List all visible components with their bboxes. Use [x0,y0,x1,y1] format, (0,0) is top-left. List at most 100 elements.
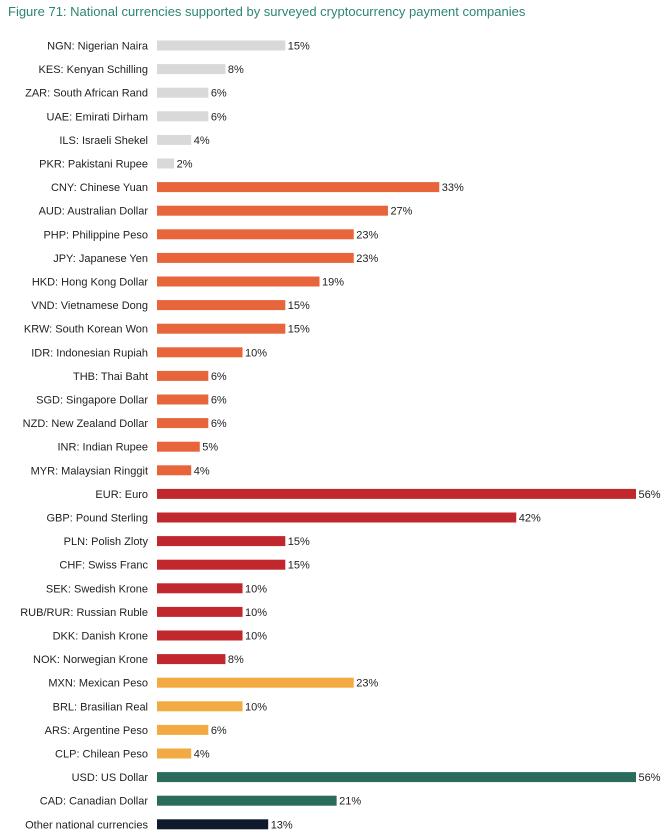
category-label: ZAR: South African Rand [25,88,148,100]
bar [157,134,192,145]
category-label: CHF: Swiss Franc [59,560,148,572]
value-label: 15% [288,536,310,548]
bar [157,701,243,712]
bar [157,559,286,570]
bar [157,252,354,263]
category-label: VND: Vietnamese Dong [31,300,148,312]
category-label: DKK: Danish Krone [53,631,148,643]
bar [157,87,209,98]
value-label: 6% [211,371,227,383]
bar [157,229,354,240]
value-label: 10% [245,347,267,359]
value-label: 6% [211,111,227,123]
value-label: 27% [390,206,412,218]
value-label: 4% [194,465,210,477]
bar [157,748,192,759]
value-label: 2% [177,159,193,171]
bar [157,323,286,334]
value-label: 15% [288,560,310,572]
value-label: 15% [288,41,310,53]
bar [157,606,243,617]
value-label: 4% [194,135,210,147]
category-label: THB: Thai Baht [73,371,148,383]
bar [157,158,175,169]
category-label: ILS: Israeli Shekel [59,135,148,147]
value-label: 15% [288,324,310,336]
category-label: USD: US Dollar [72,772,149,784]
value-label: 15% [288,300,310,312]
category-label: HKD: Hong Kong Dollar [32,277,149,289]
bar [157,724,209,735]
bar [157,630,243,641]
bar [157,300,286,311]
bar [157,488,636,499]
category-label: PHP: Philippine Peso [43,229,148,241]
bar [157,347,243,358]
value-label: 6% [211,88,227,100]
category-label: NZD: New Zealand Dollar [23,418,149,430]
category-label: ARS: Argentine Peso [45,725,148,737]
bar [157,182,440,193]
bar [157,677,354,688]
category-label: MYR: Malaysian Ringgit [31,465,148,477]
bar [157,111,209,122]
value-label: 10% [245,583,267,595]
category-label: INR: Indian Rupee [58,442,149,454]
category-label: NGN: Nigerian Naira [47,41,149,53]
category-label: RUB/RUR: Russian Ruble [20,607,148,619]
category-label: MXN: Mexican Peso [48,678,148,690]
value-label: 42% [519,513,541,525]
bar [157,465,192,476]
category-label: CNY: Chinese Yuan [51,182,148,194]
value-label: 23% [356,678,378,690]
bar [157,583,243,594]
value-label: 8% [228,64,244,76]
category-label: KES: Kenyan Schilling [39,64,148,76]
value-label: 10% [245,631,267,643]
bar [157,654,226,665]
category-label: EUR: Euro [95,489,148,501]
category-label: KRW: South Korean Won [24,324,148,336]
category-label: NOK: Norwegian Krone [33,654,148,666]
value-label: 10% [245,607,267,619]
category-label: IDR: Indonesian Rupiah [31,347,148,359]
value-label: 5% [202,442,218,454]
category-label: UAE: Emirati Dirham [47,111,148,123]
bar [157,418,209,429]
value-label: 13% [271,819,293,831]
value-label: 19% [322,277,344,289]
value-label: 6% [211,725,227,737]
category-label: PLN: Polish Zloty [64,536,149,548]
bar [157,772,636,783]
bar [157,370,209,381]
category-label: SGD: Singapore Dollar [36,395,148,407]
value-label: 23% [356,229,378,241]
bar [157,795,337,806]
bar [157,205,388,216]
value-label: 33% [442,182,464,194]
bar [157,394,209,405]
value-label: 6% [211,395,227,407]
bar [157,512,517,523]
value-label: 21% [339,796,361,808]
value-label: 56% [639,772,661,784]
category-label: SEK: Swedish Krone [46,583,148,595]
bar [157,819,269,830]
bar [157,536,286,547]
bar [157,40,286,51]
value-label: 6% [211,418,227,430]
category-label: PKR: Pakistani Rupee [39,159,148,171]
category-label: AUD: Australian Dollar [39,206,149,218]
category-label: CAD: Canadian Dollar [40,796,149,808]
category-label: BRL: Brasilian Real [53,701,148,713]
chart-title: Figure 71: National currencies supported… [8,4,526,19]
bar [157,441,200,452]
value-label: 23% [356,253,378,265]
category-label: Other national currencies [25,819,148,831]
value-label: 4% [194,749,210,761]
value-label: 10% [245,701,267,713]
value-label: 8% [228,654,244,666]
category-label: JPY: Japanese Yen [53,253,148,265]
bar [157,64,226,75]
